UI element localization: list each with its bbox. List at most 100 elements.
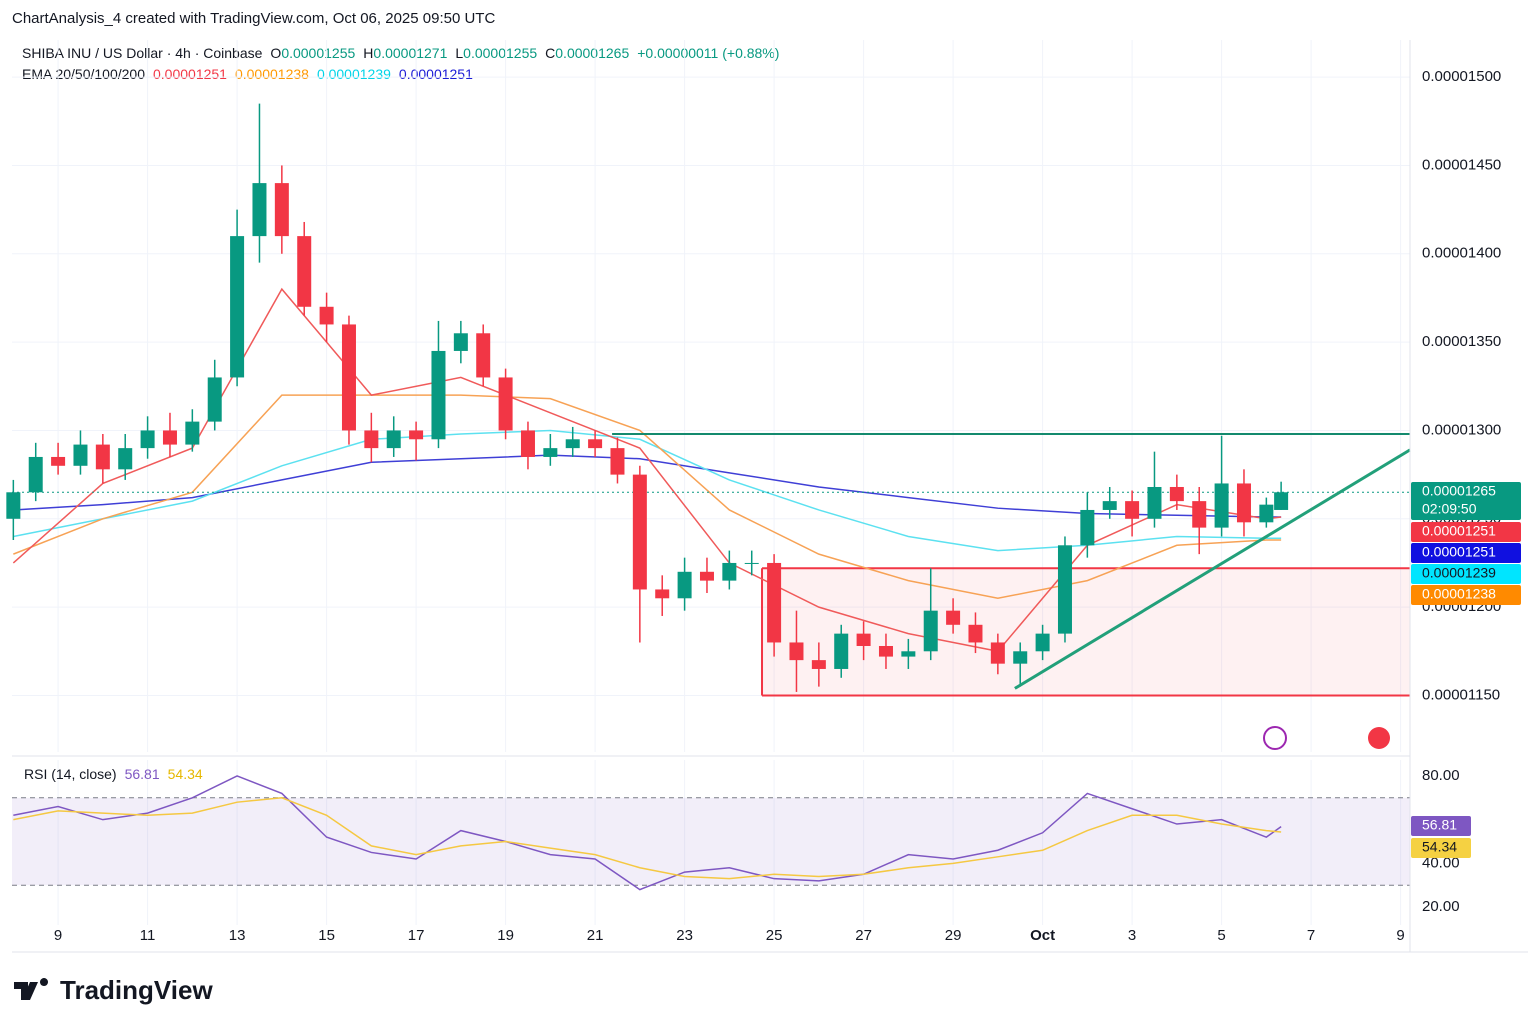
ohlc-label: C bbox=[545, 45, 555, 61]
candle-body bbox=[632, 474, 647, 590]
ema-line bbox=[13, 429, 1282, 552]
tag-price: 0.00001265 bbox=[1422, 483, 1496, 499]
rsi-line bbox=[13, 775, 1282, 891]
candle-body bbox=[51, 456, 66, 466]
rsi-label: RSI (14, close) bbox=[24, 766, 117, 782]
candle-body bbox=[431, 350, 446, 440]
brand: TradingView bbox=[60, 975, 213, 1005]
candle-body bbox=[118, 448, 133, 470]
logo-mark bbox=[14, 978, 48, 1000]
logo: TradingView bbox=[14, 975, 213, 1005]
x-tick-label: 29 bbox=[945, 927, 962, 944]
rsi-ma-value: 54.34 bbox=[168, 766, 203, 782]
tag-bg bbox=[1411, 585, 1521, 605]
tag-bg bbox=[1411, 564, 1521, 584]
candle-body bbox=[364, 430, 379, 449]
rsi-line bbox=[13, 797, 1282, 880]
credit: ChartAnalysis_4 created with TradingView… bbox=[12, 10, 495, 27]
legend-ohlc: SHIBA INU / US Dollar · 4h · Coinbase O0.… bbox=[22, 45, 779, 61]
ohlc-label: O bbox=[270, 45, 281, 61]
candle-body bbox=[744, 562, 759, 564]
candle-body bbox=[1080, 509, 1095, 546]
tag-ema100: 0.00001239 bbox=[1422, 565, 1496, 581]
ema-label: EMA 20/50/100/200 bbox=[22, 66, 145, 82]
tag-rsi-ma: 54.34 bbox=[1422, 839, 1457, 855]
tags: 0.00001265 02:09:50 0.00001251 0.0000125… bbox=[1411, 482, 1521, 858]
ohlc-label: H bbox=[363, 45, 373, 61]
x-tick-label: 17 bbox=[408, 927, 425, 944]
candle-body bbox=[162, 430, 177, 445]
range-box bbox=[762, 568, 1410, 696]
tag-bg bbox=[1411, 543, 1521, 563]
candle-body bbox=[1192, 501, 1207, 528]
y-tick-label: 80.00 bbox=[1422, 767, 1460, 784]
y-tick-label: 0.00001450 bbox=[1422, 156, 1501, 173]
candle-body bbox=[1147, 486, 1162, 519]
candle-body bbox=[1057, 545, 1072, 634]
tag-bg bbox=[1411, 482, 1521, 520]
candle-body bbox=[1259, 504, 1274, 523]
y-tick-label: 20.00 bbox=[1422, 898, 1460, 915]
candle-body bbox=[498, 377, 513, 431]
y-tick-label: 0.00001400 bbox=[1422, 245, 1501, 262]
candle-body bbox=[565, 439, 580, 449]
ema-value: 0.00001251 bbox=[153, 66, 227, 82]
x-tick-label: 27 bbox=[855, 927, 872, 944]
candle-body bbox=[699, 571, 714, 581]
x-tick-label: 21 bbox=[587, 927, 604, 944]
tag-ema20: 0.00001251 bbox=[1422, 523, 1496, 539]
candle-body bbox=[543, 448, 558, 457]
candle-body bbox=[28, 456, 43, 493]
candle-body bbox=[252, 183, 267, 237]
candle-body bbox=[901, 651, 916, 657]
x-tick-label: 5 bbox=[1217, 927, 1225, 944]
y-tick-label: 0.00001300 bbox=[1422, 421, 1501, 438]
candle-body bbox=[1125, 501, 1140, 519]
tag-ema200: 0.00001251 bbox=[1422, 544, 1496, 560]
candle-body bbox=[1035, 633, 1050, 652]
ema-value: 0.00001251 bbox=[399, 66, 473, 82]
candle-body bbox=[185, 421, 200, 445]
y-tick-label: 0.00001350 bbox=[1422, 333, 1501, 350]
ohlc-value: 0.00001255 bbox=[281, 45, 355, 61]
candle-body bbox=[610, 448, 625, 475]
candle-body bbox=[811, 660, 826, 669]
candle-body bbox=[476, 333, 491, 378]
candle-body bbox=[990, 642, 1005, 664]
candle-body bbox=[677, 571, 692, 599]
candle-body bbox=[946, 610, 961, 625]
tag-bg bbox=[1411, 816, 1471, 836]
candle-body bbox=[834, 633, 849, 669]
candle-body bbox=[341, 324, 356, 431]
candle-body bbox=[297, 236, 312, 307]
ema-line bbox=[13, 454, 1282, 518]
candle-body bbox=[520, 430, 535, 457]
tag-bg bbox=[1411, 522, 1521, 542]
candle-body bbox=[73, 444, 88, 466]
tag-ema50: 0.00001238 bbox=[1422, 586, 1496, 602]
ohlc-label: L bbox=[455, 45, 463, 61]
x-tick-label: 11 bbox=[140, 927, 156, 944]
ohlc-value: 0.00001265 bbox=[555, 45, 629, 61]
candle-body bbox=[140, 430, 155, 449]
tag-rsi: 56.81 bbox=[1422, 817, 1457, 833]
candle-body bbox=[968, 624, 983, 643]
candle-body bbox=[789, 642, 804, 661]
candle-body bbox=[588, 439, 603, 449]
candle-body bbox=[274, 183, 289, 237]
candle-body bbox=[386, 430, 401, 449]
icon[interactable] bbox=[1263, 726, 1287, 750]
candle-body bbox=[767, 562, 782, 643]
ema-line bbox=[13, 394, 1282, 600]
candle-body bbox=[1169, 486, 1184, 502]
candle-body bbox=[722, 562, 737, 581]
ema-value: 0.00001239 bbox=[317, 66, 391, 82]
icon[interactable] bbox=[1368, 727, 1390, 749]
y-tick-label: 0.00001150 bbox=[1422, 686, 1500, 703]
candle-body bbox=[453, 333, 468, 351]
candle-body bbox=[856, 633, 871, 646]
trendline bbox=[1014, 448, 1411, 690]
candle-body bbox=[230, 236, 245, 378]
rsi-legend: RSI (14, close) 56.81 54.34 bbox=[24, 766, 203, 782]
